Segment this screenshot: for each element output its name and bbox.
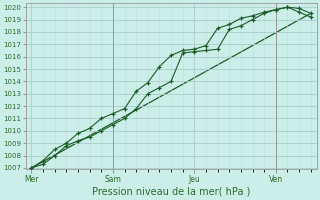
X-axis label: Pression niveau de la mer( hPa ): Pression niveau de la mer( hPa ): [92, 187, 250, 197]
